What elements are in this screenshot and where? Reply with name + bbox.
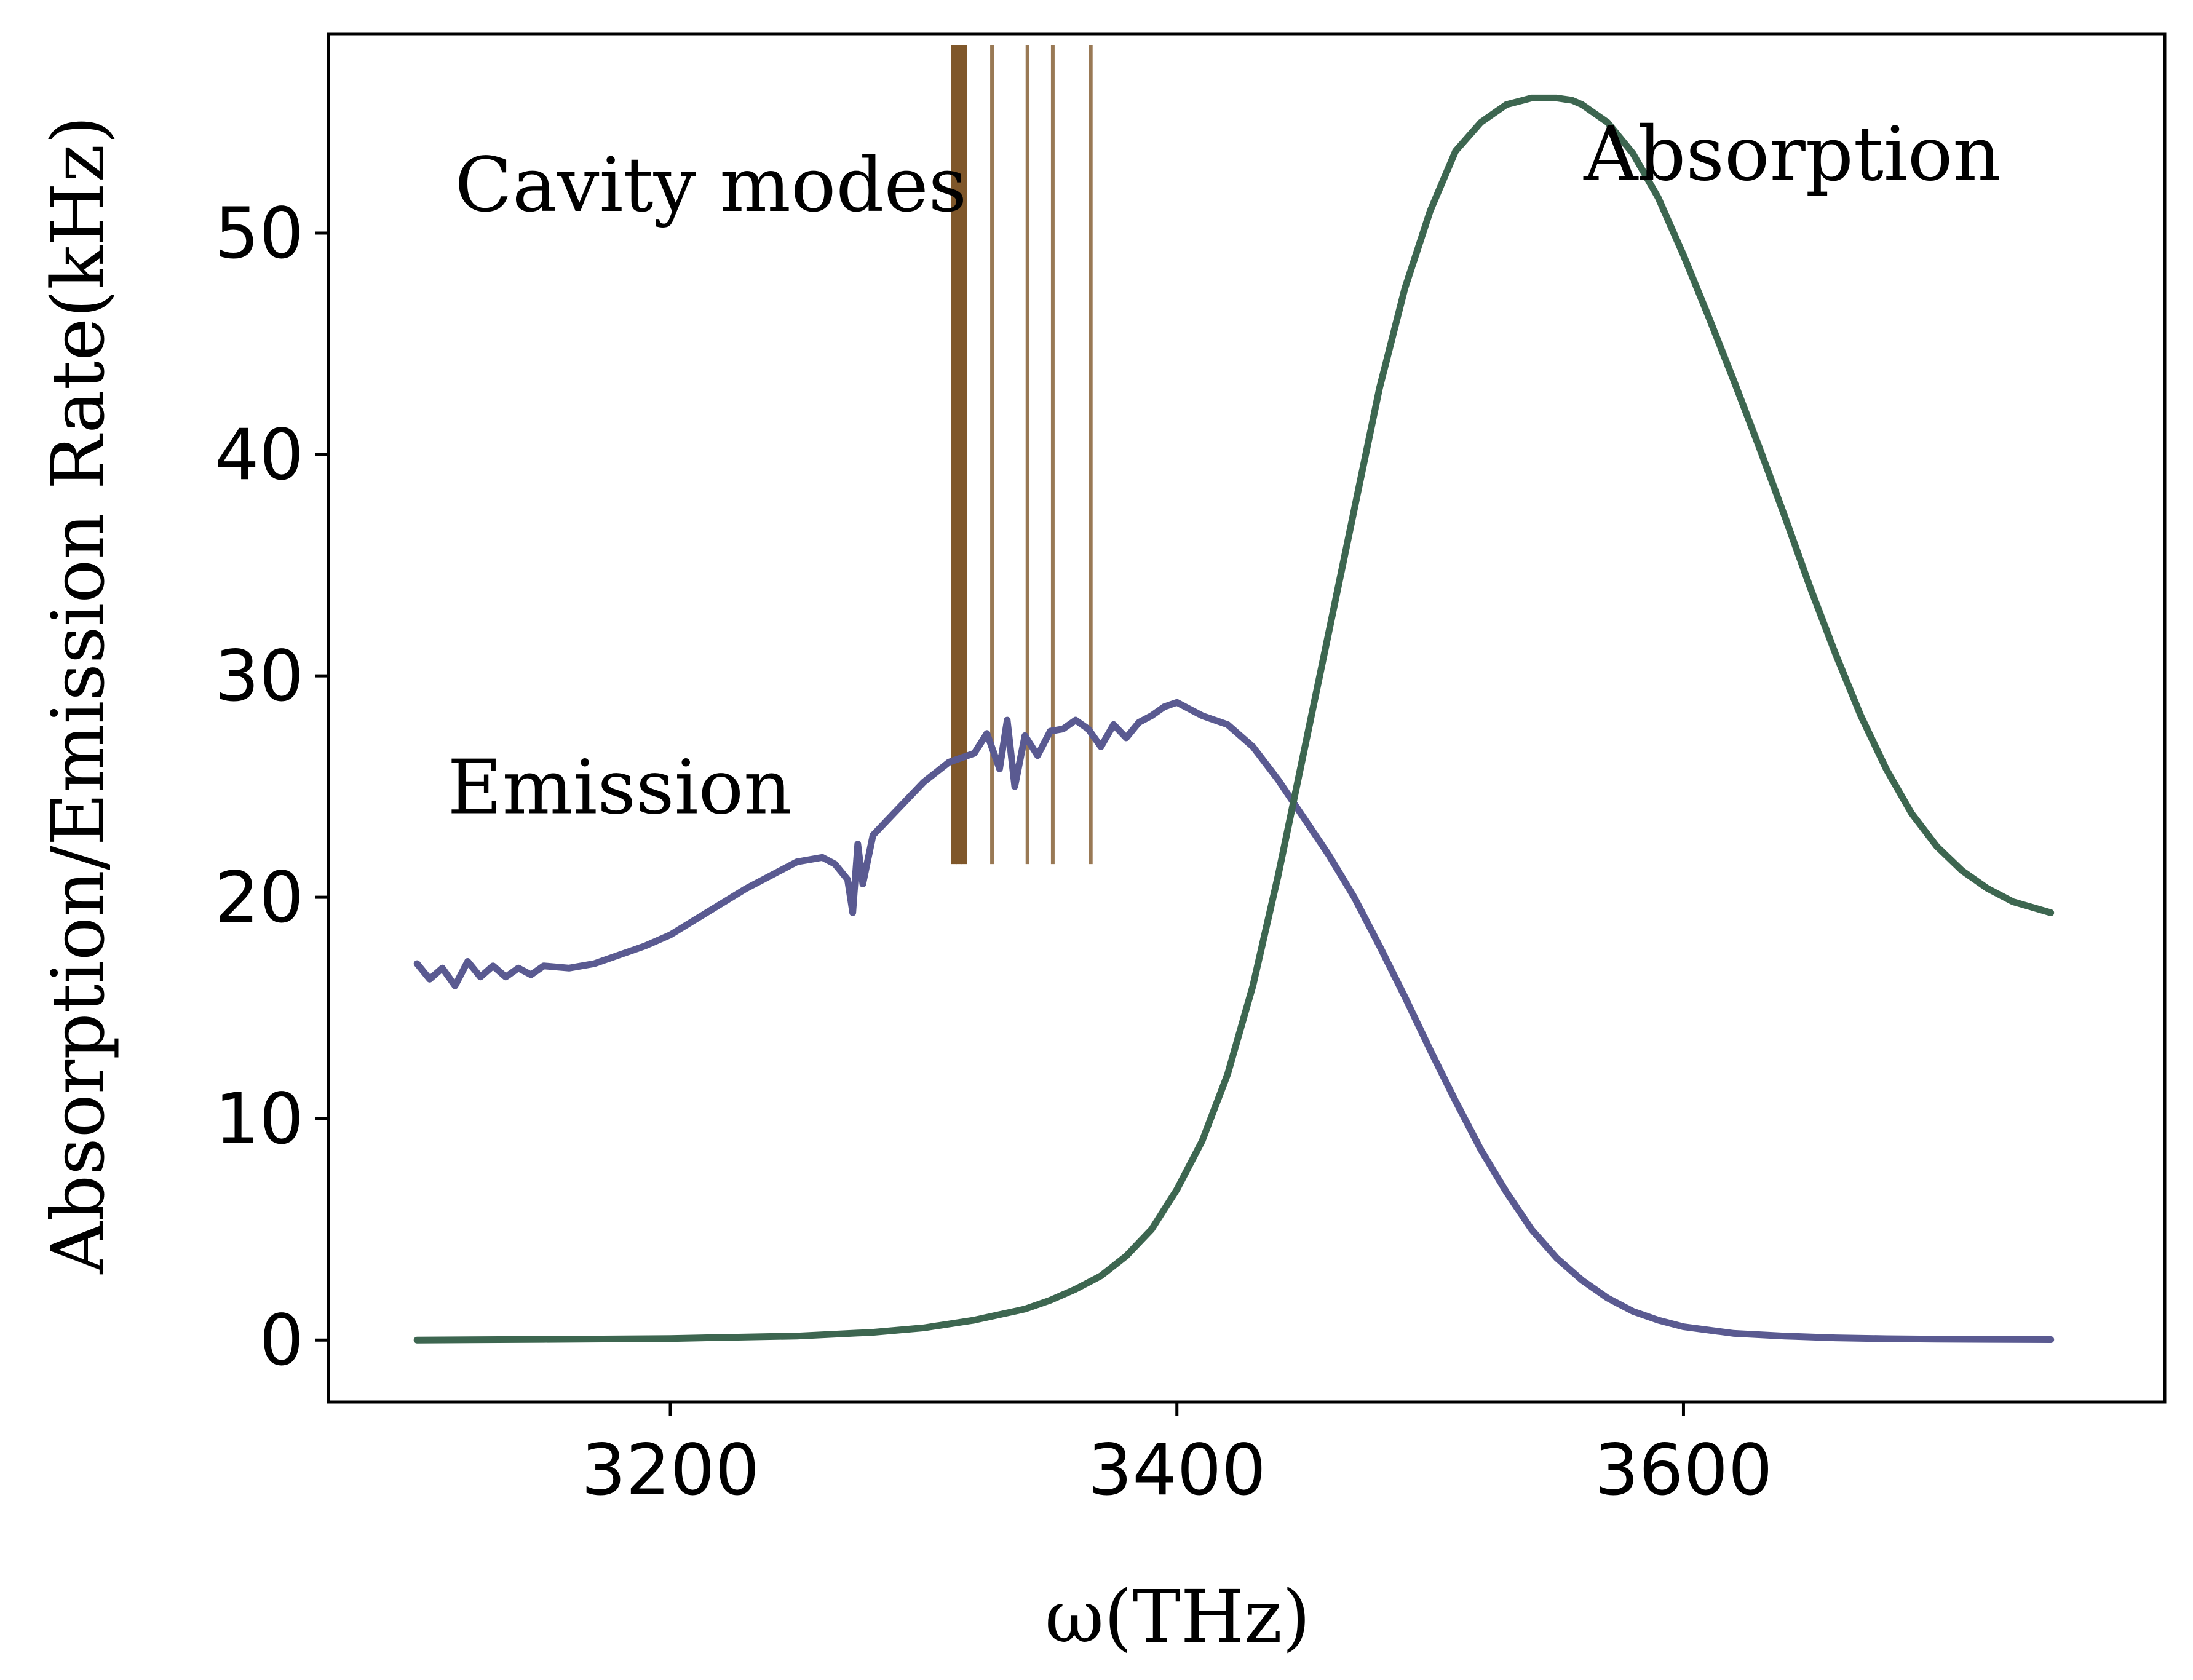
y-axis-title: Absorption/Emission Rate(kHz) <box>36 116 121 1274</box>
cavity-modes-group <box>951 45 1093 865</box>
x-tick-label: 3600 <box>1594 1429 1772 1511</box>
y-tick-label: 20 <box>215 857 304 938</box>
y-tick-label: 50 <box>215 192 304 274</box>
plot-frame <box>327 32 2167 1404</box>
y-tick-label: 30 <box>215 635 304 717</box>
y-tick-label: 0 <box>259 1299 304 1381</box>
series-line-emission <box>413 699 2055 1343</box>
series-line-absorption <box>413 94 2055 1344</box>
y-tick-label: 10 <box>215 1078 304 1160</box>
y-axis: 0 10 20 30 40 50 <box>215 192 328 1381</box>
series-group <box>413 94 2055 1344</box>
x-axis-title: ω(THz) <box>1045 1574 1311 1659</box>
cavity-modes-annotation: Cavity modes <box>455 141 967 229</box>
y-tick-label: 40 <box>215 414 304 496</box>
x-tick-label: 3200 <box>581 1429 759 1511</box>
x-axis: 3200 3400 3600 <box>581 1402 1773 1511</box>
emission-annotation: Emission <box>448 743 792 831</box>
x-tick-label: 3400 <box>1088 1429 1266 1511</box>
absorption-annotation: Absorption <box>1583 111 2001 198</box>
